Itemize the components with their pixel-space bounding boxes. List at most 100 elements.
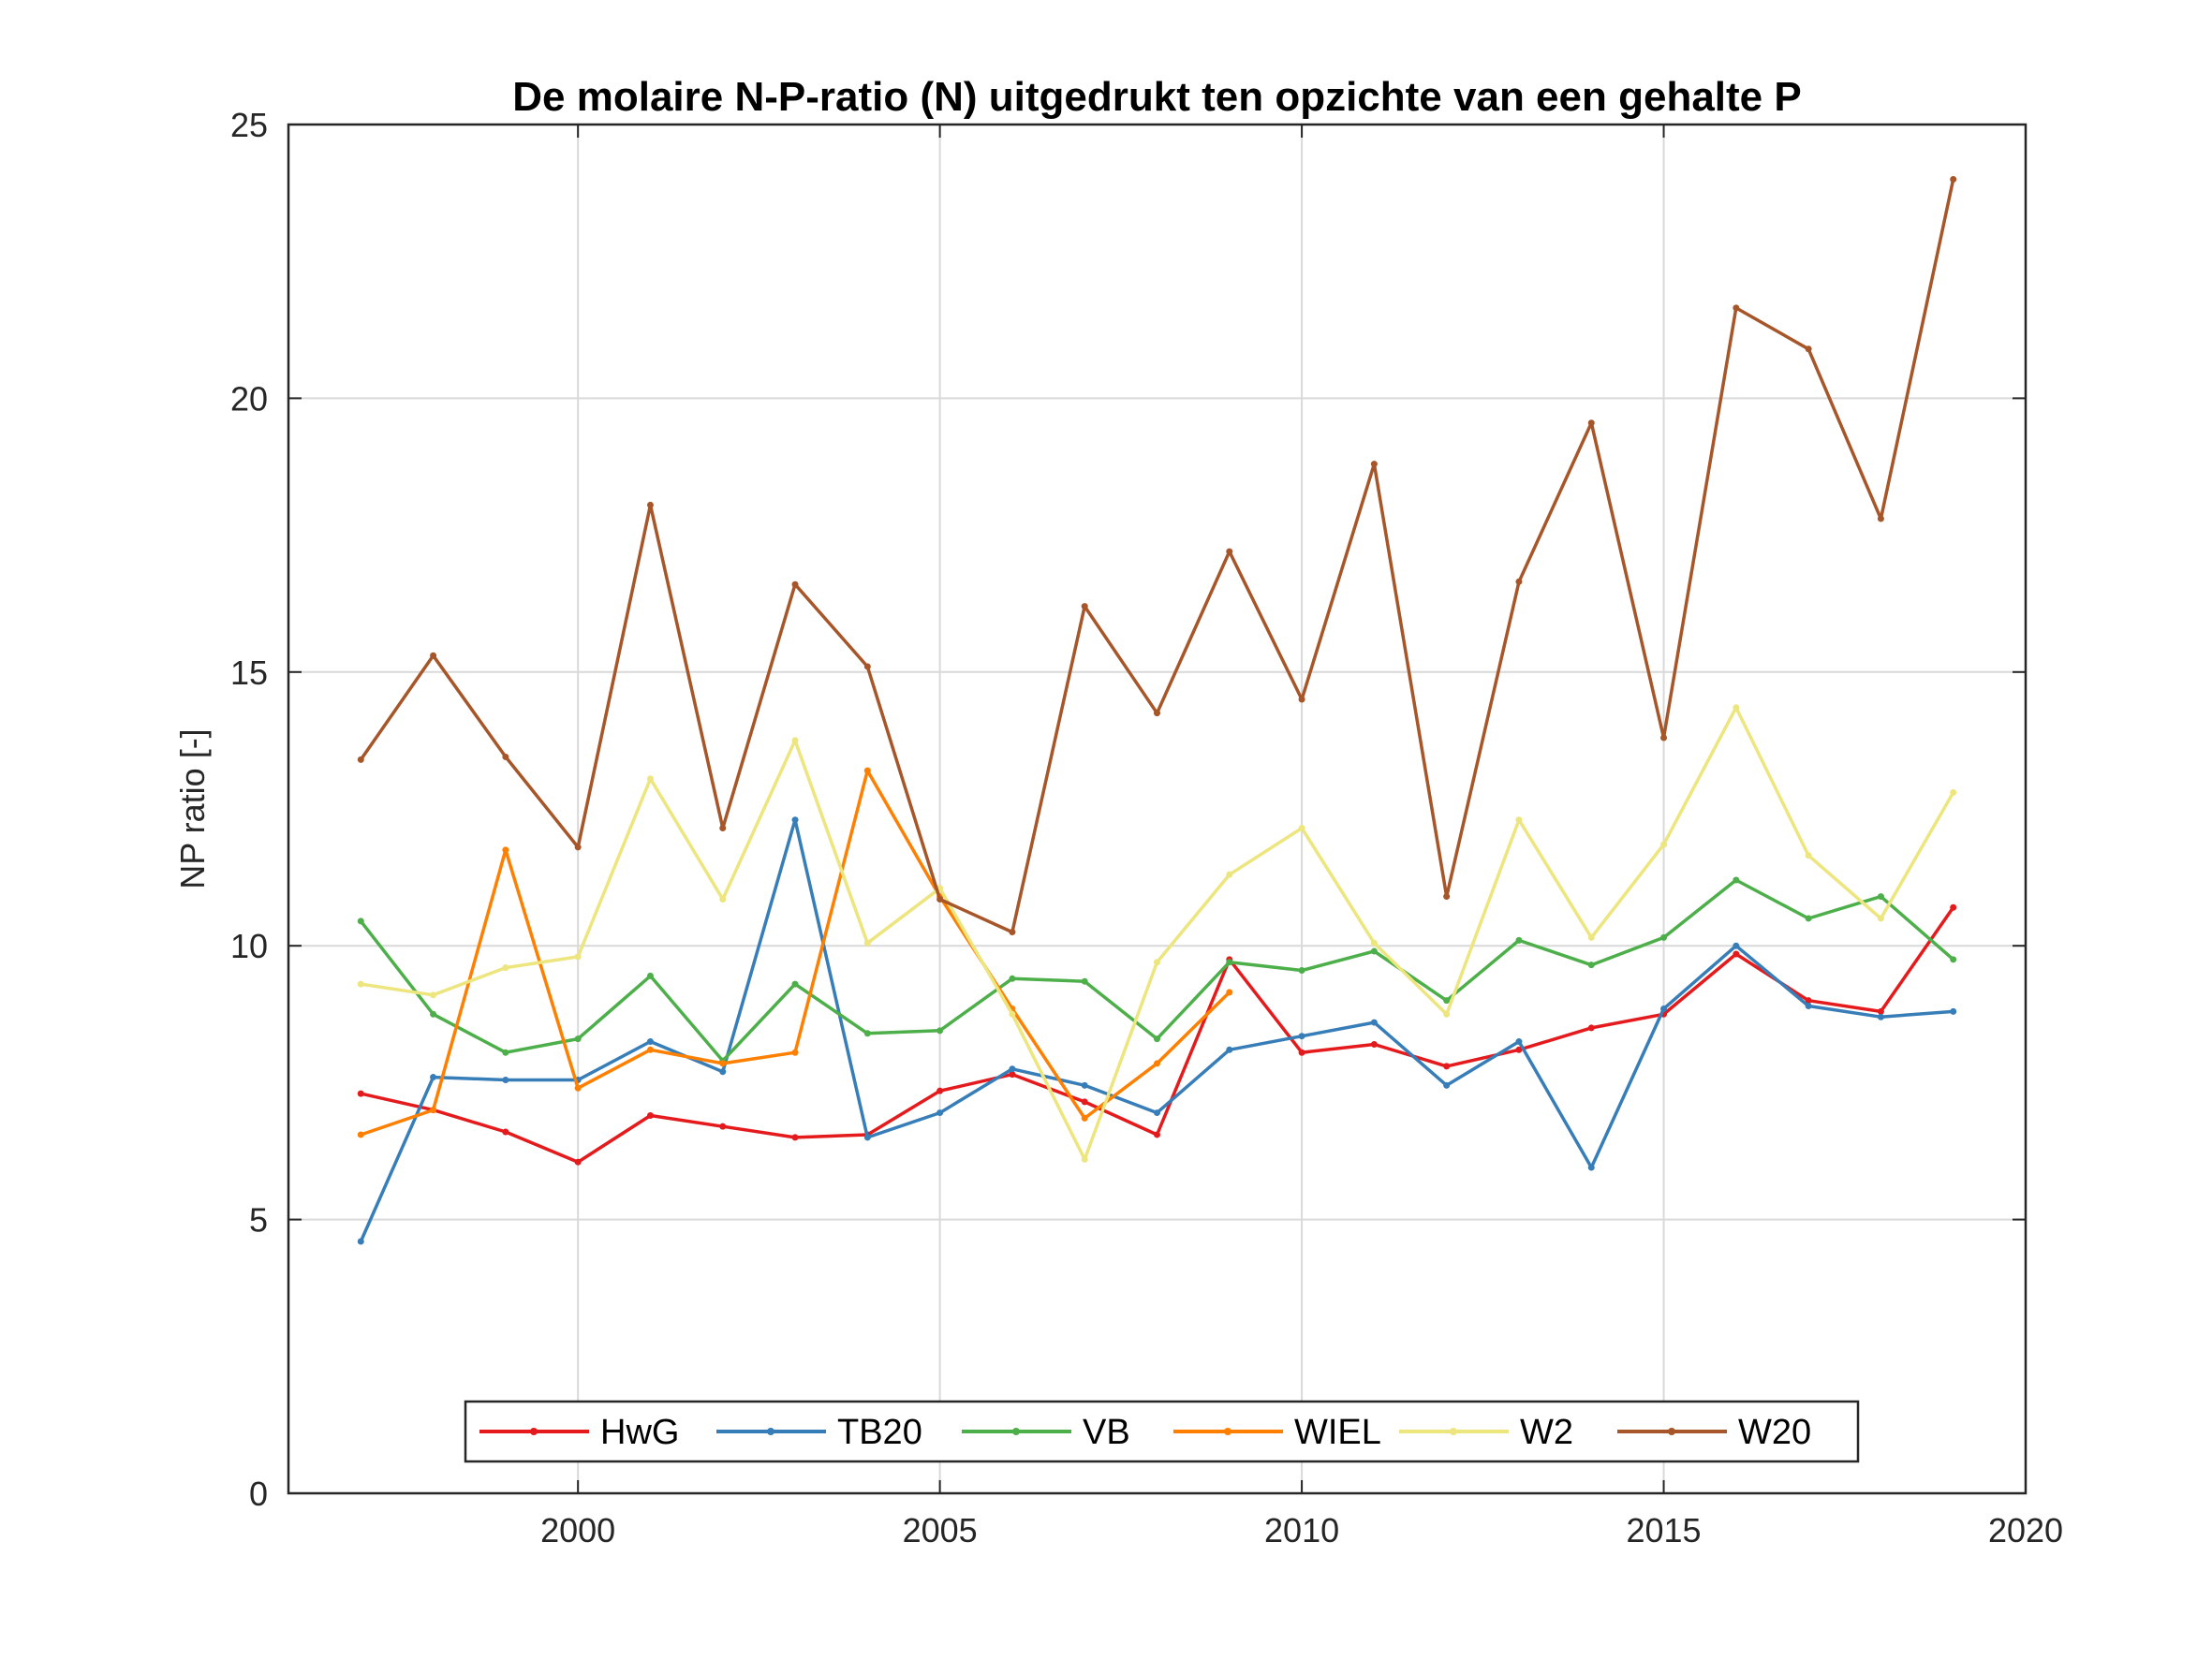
data-point-vb [1733, 876, 1740, 884]
data-point-vb [1660, 933, 1668, 941]
data-point-wiel [1226, 989, 1233, 996]
chart-title: De molaire N-P-ratio (N) uitgedrukt ten … [512, 74, 1801, 120]
data-point-hwg [719, 1123, 727, 1130]
legend-marker [1450, 1428, 1457, 1435]
data-point-vb [1154, 1035, 1160, 1043]
data-point-w20 [1154, 710, 1160, 717]
data-point-w2 [1877, 915, 1884, 922]
data-point-vb [791, 980, 799, 988]
data-point-wiel [357, 1131, 364, 1138]
y-tick-label: 0 [249, 1475, 268, 1513]
data-point-tb20 [1370, 1019, 1378, 1026]
legend-label: W20 [1738, 1413, 1811, 1452]
data-point-hwg [1081, 1098, 1088, 1106]
data-point-tb20 [1081, 1081, 1088, 1089]
data-point-w20 [1515, 578, 1523, 585]
data-point-w20 [502, 753, 509, 760]
data-point-w2 [502, 964, 509, 972]
data-point-w2 [1081, 1155, 1088, 1163]
data-point-w2 [1950, 788, 1957, 796]
data-point-vb [863, 1030, 871, 1037]
data-point-w20 [574, 844, 582, 851]
series-w2 [357, 704, 1957, 1163]
data-point-vb [430, 1010, 437, 1018]
data-point-w2 [1587, 933, 1595, 941]
series-vb [357, 876, 1957, 1064]
ticks: 2000 2005 2010 2015 2020 0 5 10 15 20 25 [230, 106, 2063, 1549]
data-point-w20 [357, 756, 364, 763]
data-point-wiel [791, 1049, 799, 1056]
y-tick-label: 15 [230, 653, 268, 692]
data-point-tb20 [1226, 1046, 1233, 1053]
data-point-wiel [719, 1060, 727, 1067]
data-point-tb20 [1009, 1065, 1016, 1073]
data-point-w20 [1370, 461, 1378, 468]
data-point-w2 [1515, 816, 1523, 824]
data-point-vb [1226, 959, 1233, 966]
legend-label: HwG [600, 1413, 679, 1452]
data-point-w20 [1298, 696, 1305, 703]
data-point-w20 [430, 652, 437, 659]
data-point-tb20 [1950, 1007, 1957, 1015]
data-point-w20 [646, 501, 654, 508]
legend-label: W2 [1520, 1413, 1573, 1452]
data-point-w2 [1009, 1010, 1016, 1018]
data-point-w2 [646, 775, 654, 783]
data-point-tb20 [1298, 1033, 1305, 1040]
data-point-tb20 [1805, 1003, 1812, 1010]
legend-marker [1668, 1428, 1675, 1435]
data-point-w2 [791, 737, 799, 744]
x-tick-label: 2010 [1264, 1511, 1339, 1549]
data-point-vb [1587, 962, 1595, 969]
data-point-vb [1370, 947, 1378, 955]
legend-label: TB20 [837, 1413, 922, 1452]
data-point-wiel [502, 846, 509, 854]
data-point-hwg [1370, 1040, 1378, 1048]
data-point-vb [502, 1049, 509, 1056]
data-point-w20 [1009, 929, 1016, 936]
legend-label: VB [1083, 1413, 1130, 1452]
series-tb20 [357, 816, 1957, 1245]
data-point-tb20 [1733, 942, 1740, 949]
data-point-hwg [1587, 1024, 1595, 1032]
data-point-tb20 [1660, 1005, 1668, 1012]
data-point-vb [574, 1035, 582, 1043]
data-point-hwg [1805, 997, 1812, 1005]
data-point-w20 [1733, 304, 1740, 312]
y-tick-label: 5 [249, 1201, 268, 1240]
data-point-w2 [1154, 959, 1160, 966]
data-point-w2 [430, 991, 437, 999]
data-point-vb [1081, 977, 1088, 985]
data-point-w20 [1443, 893, 1451, 901]
data-point-hwg [936, 1087, 944, 1094]
data-point-vb [1298, 967, 1305, 975]
data-point-vb [1443, 997, 1451, 1005]
data-point-tb20 [1877, 1013, 1884, 1020]
data-point-vb [936, 1027, 944, 1035]
series-lines [357, 175, 1957, 1245]
data-point-hwg [1298, 1049, 1305, 1056]
x-tick-label: 2020 [1988, 1511, 2063, 1549]
data-point-w20 [1587, 419, 1595, 427]
data-point-tb20 [646, 1038, 654, 1046]
legend-label: WIEL [1294, 1413, 1381, 1452]
y-tick-label: 10 [230, 927, 268, 965]
y-tick-label: 25 [230, 106, 268, 144]
data-point-hwg [1733, 950, 1740, 958]
y-axis-label: NP ratio [-] [173, 728, 212, 888]
data-point-hwg [646, 1111, 654, 1119]
data-point-tb20 [936, 1109, 944, 1117]
data-point-w20 [1877, 515, 1884, 522]
data-point-vb [1009, 975, 1016, 982]
data-point-tb20 [719, 1068, 727, 1076]
y-tick-label: 20 [230, 379, 268, 418]
data-point-hwg [357, 1090, 364, 1097]
data-point-w20 [1950, 175, 1957, 183]
data-point-w20 [791, 580, 799, 588]
data-point-w20 [936, 895, 944, 903]
x-tick-label: 2005 [903, 1511, 978, 1549]
data-point-wiel [863, 767, 871, 774]
data-point-tb20 [1515, 1038, 1523, 1046]
